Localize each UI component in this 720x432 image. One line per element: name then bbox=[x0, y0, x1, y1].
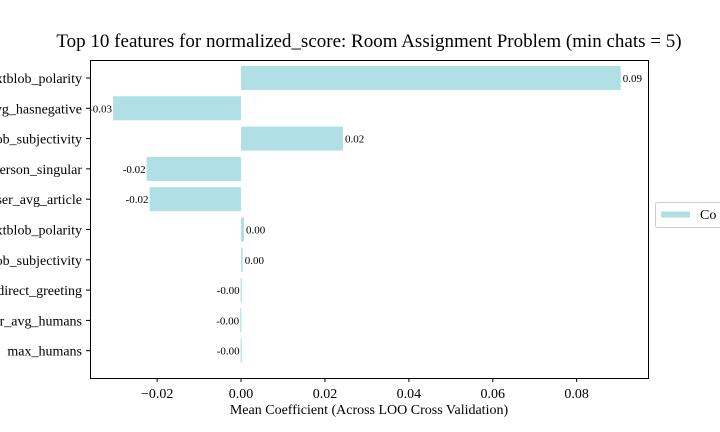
category-label: direct_greeting bbox=[0, 284, 82, 299]
bar bbox=[241, 247, 243, 272]
bar bbox=[241, 217, 244, 242]
data-labels-group: 0.09 -0.03 0.02 -0.02 -0.02 0.00 0.00 -0.00 -0.0… bbox=[89, 73, 642, 358]
bar-data-label: -0.00 bbox=[217, 346, 240, 358]
category-label: r_avg_humans bbox=[0, 314, 82, 329]
bars-group bbox=[113, 66, 621, 363]
category-label: vg_hasnegative bbox=[0, 102, 82, 117]
legend-entry-label: Co bbox=[700, 208, 716, 223]
category-label: xtblob_polarity bbox=[0, 72, 82, 87]
x-tick-label: 0.04 bbox=[397, 387, 422, 402]
bar-data-label: -0.00 bbox=[216, 315, 239, 327]
chart-title: Top 10 features for normalized_score: Ro… bbox=[56, 31, 681, 52]
category-label: ob_subjectivity bbox=[0, 254, 82, 269]
plot-frame bbox=[90, 60, 649, 379]
bar-data-label: 0.09 bbox=[623, 73, 643, 85]
bar bbox=[241, 126, 343, 151]
category-label: erson_singular bbox=[0, 163, 82, 178]
legend: Co bbox=[655, 202, 720, 228]
bar-data-label: -0.02 bbox=[126, 194, 149, 206]
bar bbox=[146, 156, 242, 181]
x-tick-label: 0.08 bbox=[564, 387, 589, 402]
category-label: ob_subjectivity bbox=[0, 133, 82, 148]
bar bbox=[240, 308, 242, 333]
x-tick-label: −0.02 bbox=[141, 387, 173, 402]
category-label: ser_avg_article bbox=[0, 193, 82, 208]
bar-data-label: -0.03 bbox=[89, 103, 112, 115]
category-label: xtblob_polarity bbox=[0, 224, 82, 239]
bar-data-label: 0.02 bbox=[345, 134, 364, 146]
x-ticks-group: −0.02 0.00 0.02 0.04 0.06 0.08 bbox=[86, 77, 589, 402]
category-labels-group: xtblob_polarity vg_hasnegative ob_subjecti… bbox=[0, 72, 82, 360]
bar bbox=[149, 187, 242, 212]
bar bbox=[240, 338, 242, 363]
x-axis-label: Mean Coefficient (Across LOO Cross Valid… bbox=[230, 403, 509, 418]
x-tick-label: 0.02 bbox=[313, 387, 338, 402]
bar-data-label: -0.00 bbox=[217, 285, 240, 297]
x-tick-label: 0.00 bbox=[229, 387, 254, 402]
x-tick-label: 0.06 bbox=[481, 387, 506, 402]
bar-data-label: -0.02 bbox=[123, 164, 146, 176]
bar-data-label: 0.00 bbox=[245, 255, 265, 267]
bar bbox=[240, 278, 242, 303]
bar bbox=[241, 66, 621, 90]
bar bbox=[113, 96, 242, 121]
bar-data-label: 0.00 bbox=[246, 225, 266, 237]
category-label: max_humans bbox=[7, 345, 82, 360]
